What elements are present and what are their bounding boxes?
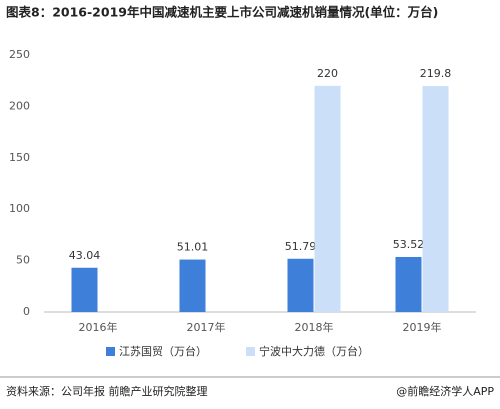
x-tick-label: 2018年 <box>295 320 334 334</box>
x-tick-label: 2016年 <box>79 320 118 334</box>
x-tick-label: 2017年 <box>187 320 226 334</box>
bar <box>287 258 314 312</box>
bar <box>71 267 98 312</box>
legend-label: 宁波中大力德（万台） <box>259 344 369 358</box>
value-label: 51.01 <box>177 241 209 254</box>
legend-label: 江苏国贸（万台） <box>119 344 207 358</box>
y-tick-label: 250 <box>9 48 30 61</box>
value-label: 219.8 <box>420 67 452 80</box>
y-tick-label: 150 <box>9 151 30 164</box>
value-label: 43.04 <box>69 249 101 262</box>
brand-note: @前瞻经济学人APP <box>396 384 494 398</box>
y-tick-label: 200 <box>9 99 30 112</box>
x-tick-label: 2019年 <box>403 320 442 334</box>
legend-swatch <box>246 347 255 356</box>
y-tick-label: 50 <box>16 254 30 267</box>
chart-title: 图表8：2016-2019年中国减速机主要上市公司减速机销量情况(单位：万台) <box>6 5 438 20</box>
source-note: 资料来源：公司年报 前瞻产业研究院整理 <box>6 384 208 398</box>
value-label: 220 <box>317 67 338 80</box>
bar <box>395 256 422 312</box>
y-tick-label: 100 <box>9 202 30 215</box>
value-label: 53.52 <box>393 238 425 251</box>
bar <box>314 85 341 312</box>
bar <box>422 86 449 313</box>
bar <box>179 259 206 312</box>
legend-swatch <box>106 347 115 356</box>
value-label: 51.79 <box>285 240 317 253</box>
y-tick-label: 0 <box>23 305 30 318</box>
